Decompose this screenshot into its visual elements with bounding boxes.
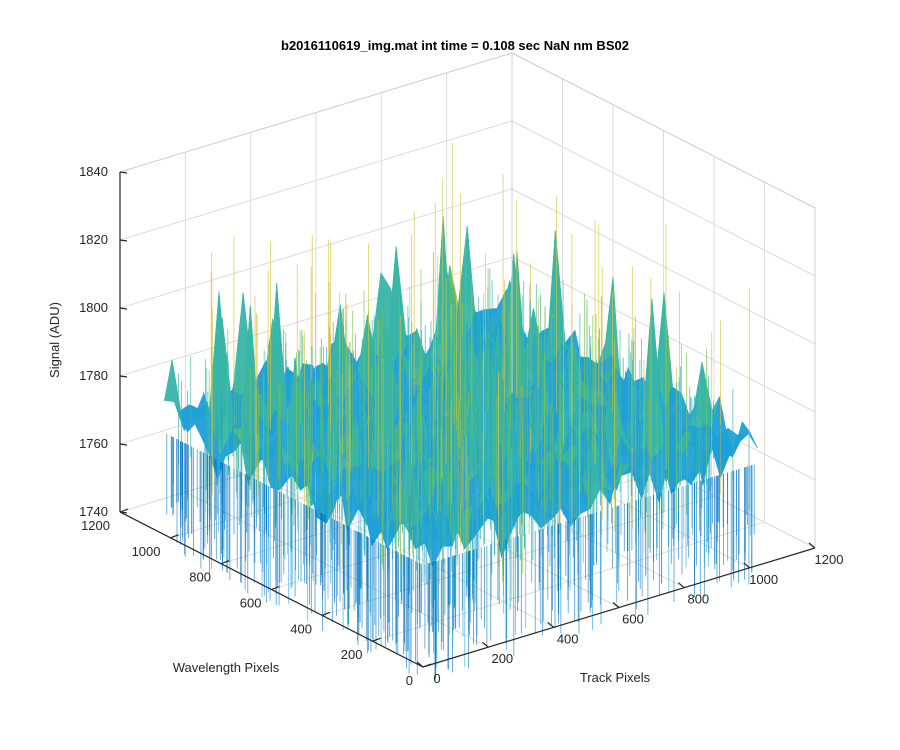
y-axis-tick [422,663,432,668]
z-axis-tick-label: 1840 [79,164,108,179]
y-axis-label: Wavelength Pixels [173,660,280,675]
x-axis-ticks: 0 200 400 600 800 1000 1200 [416,542,844,686]
z-axis-tick [119,307,128,310]
x-axis-tick [808,542,816,549]
z-axis-tick [119,443,128,446]
box-edge [511,52,816,209]
x-axis-label: Track Pixels [580,670,651,685]
y-axis-tick-label: 1200 [81,518,110,533]
x-axis-tick [416,661,424,668]
y-axis-tick [321,611,331,616]
grid-line-backwall-z [119,120,513,241]
z-axis-tick-label: 1800 [79,300,108,315]
grid-line-backwall-z [119,188,513,309]
x-axis-tick-label: 400 [557,631,579,646]
y-axis-tick-label: 400 [290,621,312,636]
z-axis-label: Signal (ADU) [47,302,62,378]
z-axis-tick [119,375,128,378]
y-axis-tick-label: 600 [240,596,262,611]
y-axis-tick-label: 200 [341,647,363,662]
z-axis-ticks: 1740 1760 1780 1800 1820 1840 [79,164,128,519]
x-axis-tick-label: 200 [491,651,513,666]
y-axis-tick-label: 0 [406,673,413,688]
x-axis-tick [612,602,620,608]
x-axis-tick [677,582,685,589]
y-axis-tick [372,637,381,642]
surface-plot [164,142,758,680]
grid-line-sidewall-z [511,120,816,277]
x-axis-tick-label: 1200 [815,552,844,567]
box-edge [119,52,513,173]
x-axis-tick-label: 600 [622,612,644,627]
z-axis-tick [119,239,128,242]
x-axis-tick-label: 0 [433,671,440,686]
y-axis-tick [170,534,179,539]
z-axis-tick-label: 1760 [79,436,108,451]
y-axis-tick-label: 800 [189,570,211,585]
z-axis-tick [119,171,128,174]
z-axis-tick [119,511,128,514]
y-axis-ticks: 0 200 400 600 800 1000 1200 [81,508,432,688]
grid-line-sidewall-z [511,188,816,345]
x-axis-tick-label: 1000 [749,572,778,587]
z-axis-tick-label: 1780 [79,368,108,383]
y-axis-tick-label: 1000 [132,544,161,559]
y-axis-tick [220,560,230,565]
chart-title: b2016110619_img.mat int time = 0.108 sec… [281,38,629,53]
y-axis-tick [119,508,129,513]
x-axis-tick [481,641,489,648]
x-axis-tick-label: 800 [687,592,709,607]
z-axis-tick-label: 1740 [79,504,108,519]
x-axis-tick [743,562,751,569]
x-axis-tick [547,621,555,628]
z-axis-tick-label: 1820 [79,232,108,247]
y-axis-tick [271,585,280,591]
